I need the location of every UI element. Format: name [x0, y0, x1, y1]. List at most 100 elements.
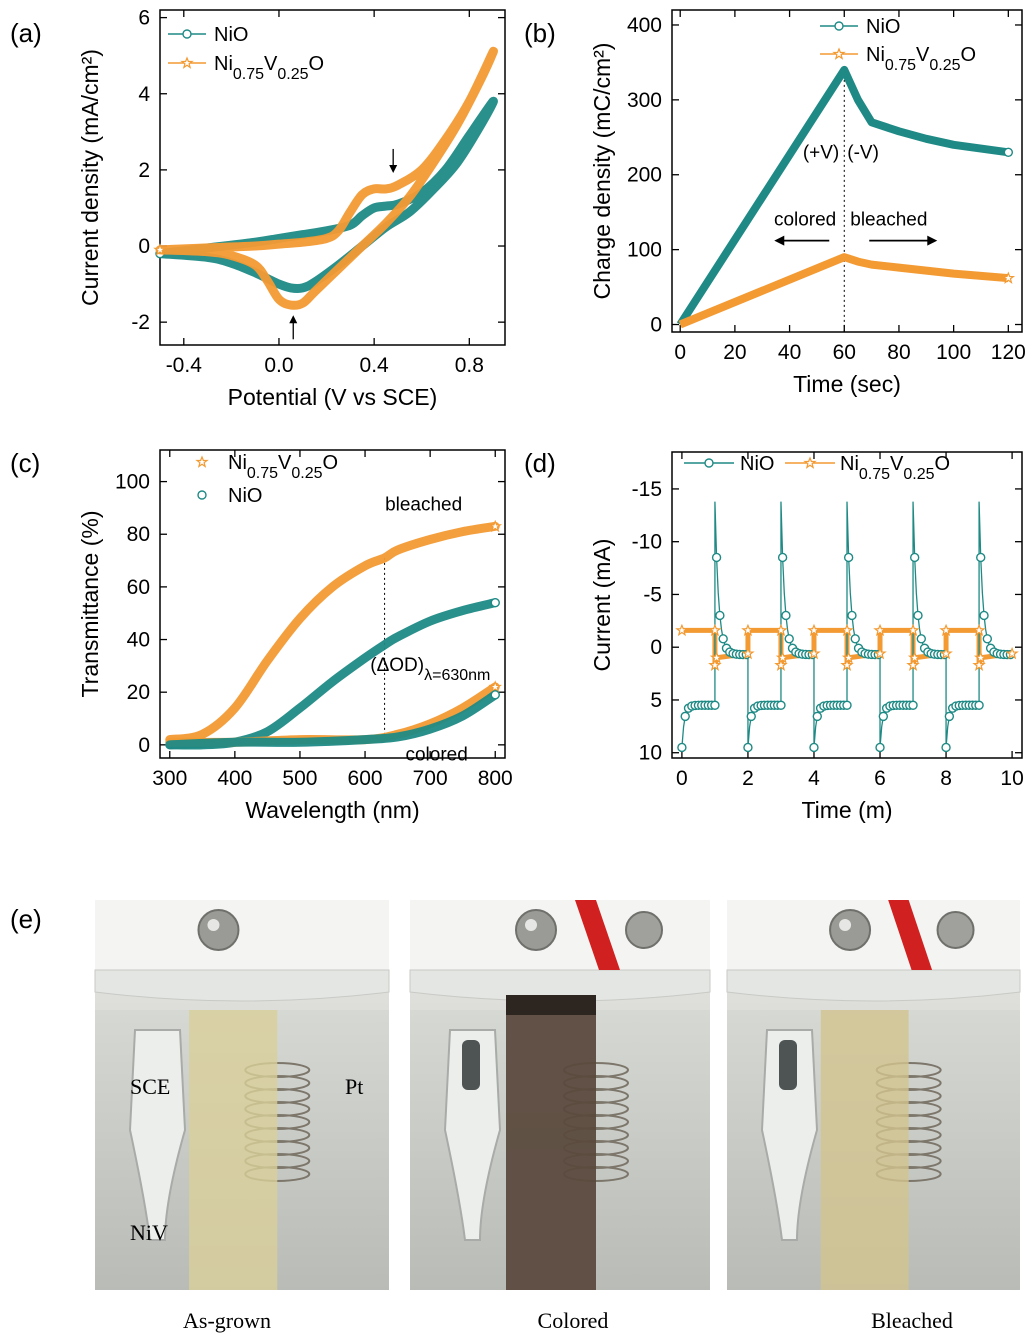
y-tick-label: 6: [138, 7, 150, 30]
series-end-marker: [1003, 147, 1014, 157]
annotation-bleached: bleached: [850, 210, 927, 231]
x-tick-label: 60: [833, 341, 856, 364]
y-tick-label: 60: [127, 576, 150, 599]
legend-marker: [181, 57, 193, 69]
x-tick-label: 120: [991, 341, 1026, 364]
data-point-nio: [677, 742, 687, 753]
screw-icon: [197, 909, 240, 951]
sce-electrode: [443, 1029, 502, 1241]
data-point-nio: [908, 700, 918, 710]
legend-label: NiO: [740, 453, 774, 475]
series-line-niv: [155, 46, 498, 310]
photo-caption-colored: Colored: [538, 1308, 609, 1333]
y-axis-label: Current density (mA/cm²): [77, 49, 103, 306]
y-tick-label: 10: [639, 742, 662, 765]
sce-electrode: [760, 1029, 819, 1241]
x-axis-label: Wavelength (nm): [245, 797, 419, 823]
legend-marker: [834, 21, 844, 31]
y-axis-label: Charge density (mC/cm²): [589, 43, 615, 300]
sample-strip: [189, 1010, 278, 1290]
chart-a-cyclic-voltammetry: -0.4 0.0 0.4 0.8 -2 0 2 4 6 Potential (V vs SCE) C…: [77, 7, 506, 410]
x-tick-label: 500: [282, 767, 317, 790]
x-tick-label: 600: [348, 767, 383, 790]
y-tick-label: 0: [138, 235, 150, 258]
data-point-nio: [710, 700, 720, 710]
x-tick-label: 4: [808, 767, 820, 790]
series-line-nio: [676, 65, 1009, 327]
x-tick-label: -0.4: [166, 354, 203, 377]
electrode-holder: [727, 900, 1020, 970]
data-point-nio: [909, 552, 920, 563]
label-sce: SCE: [130, 1074, 170, 1099]
x-tick-label: 20: [723, 341, 746, 364]
arrow-bleached-head: [927, 235, 938, 246]
electrode-holder: [410, 900, 710, 970]
x-axis-label: Potential (V vs SCE): [228, 384, 438, 410]
legend-marker: [196, 456, 208, 467]
data-point-nio: [680, 711, 690, 722]
sce-electrode: [128, 1029, 187, 1241]
legend-label: Ni0.75V0.25O: [228, 452, 338, 482]
legend-label: NiO: [228, 485, 262, 507]
data-point-nio: [809, 742, 819, 753]
y-tick-label: -5: [643, 583, 662, 606]
sample-strip: [506, 1010, 596, 1290]
data-point-nio: [941, 742, 951, 753]
y-tick-label: 0: [138, 734, 150, 757]
series-line-nio: [155, 96, 498, 293]
photo-caption-bleached: Bleached: [871, 1308, 953, 1333]
data-point-nio: [781, 610, 791, 621]
y-tick-label: -15: [632, 478, 662, 501]
y-tick-label: 20: [127, 681, 150, 704]
x-tick-label: 0: [676, 767, 688, 790]
x-tick-label: 6: [874, 767, 886, 790]
screw-icon: [829, 909, 872, 951]
photo-bleached: [726, 900, 1021, 1290]
sample-strip: [820, 1010, 909, 1290]
screw-highlight: [207, 919, 220, 931]
x-tick-label: 80: [887, 341, 910, 364]
y-tick-label: 0: [650, 314, 662, 337]
legend-label: Ni0.75V0.25O: [866, 44, 976, 74]
annotation-plus-v: (+V): [803, 142, 839, 163]
data-point-nio: [718, 634, 728, 644]
red-clip-icon: [888, 900, 933, 970]
legend-marker: [804, 457, 816, 468]
data-point-nio: [875, 742, 885, 753]
legend-label: NiO: [214, 24, 248, 46]
arrow-colored-head: [774, 235, 785, 246]
data-point-nio: [776, 700, 786, 710]
data-point-nio: [812, 711, 822, 722]
data-point-nio: [913, 610, 923, 621]
x-tick-label: 100: [936, 341, 971, 364]
y-tick-label: 40: [127, 629, 150, 652]
x-tick-label: 0.8: [455, 354, 484, 377]
annotation-colored: colored: [405, 745, 467, 766]
data-point-niv: [676, 624, 688, 636]
plot-frame: [671, 9, 1023, 333]
y-axis-label: Transmittance (%): [77, 510, 103, 697]
electrode-holder: [95, 900, 389, 970]
y-tick-label: 2: [138, 159, 150, 182]
x-tick-label: 40: [778, 341, 801, 364]
x-tick-label: 10: [1000, 767, 1023, 790]
series-line-niv: [165, 682, 500, 747]
x-tick-label: 0: [674, 341, 686, 364]
data-point-nio: [843, 552, 854, 563]
plot-frame: [159, 449, 506, 759]
legend-label: NiO: [866, 16, 900, 38]
glass-lid: [726, 969, 1021, 1002]
data-point-nio: [715, 610, 725, 621]
photo-as-grown: [94, 900, 390, 1290]
x-tick-label: 800: [478, 767, 513, 790]
screw-icon: [625, 911, 663, 949]
series-end-marker: [490, 597, 500, 608]
y-axis-label: Current (mA): [589, 539, 615, 672]
data-point-nio: [842, 700, 852, 710]
data-point-nio: [743, 742, 753, 753]
data-point-nio: [777, 552, 788, 563]
red-clip-icon: [575, 900, 620, 970]
panel-label-e: (e): [10, 904, 42, 934]
y-tick-label: 0: [650, 636, 662, 659]
